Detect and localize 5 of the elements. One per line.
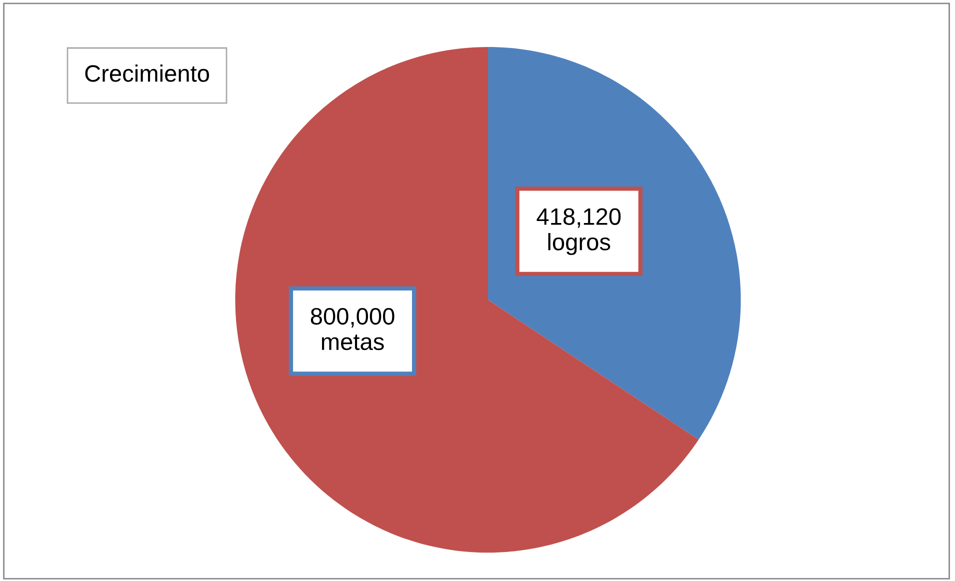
text: Crecimiento <box>85 64 210 82</box>
slice-label: logros <box>548 233 610 256</box>
data-label: 418,120 <box>536 208 621 228</box>
slice-label: metas <box>322 334 384 350</box>
data-label: 800,000 <box>310 308 394 328</box>
